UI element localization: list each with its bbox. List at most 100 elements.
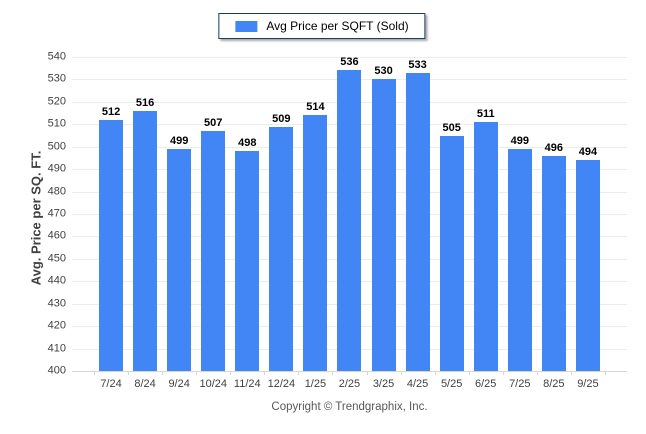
bar: [337, 70, 362, 371]
x-tick-label: 11/24: [233, 378, 261, 390]
bar-slot: 498: [230, 57, 264, 371]
y-tick-label: 500: [47, 140, 66, 153]
bar-slot: 514: [298, 57, 332, 371]
y-tick-label: 450: [47, 252, 66, 265]
plot-area: 512 516 499 507 498 509 514 536 530 533 505 511 499 4…: [72, 57, 627, 375]
x-axis-tick: [94, 371, 95, 375]
bar: [303, 115, 328, 371]
x-tick-label: 9/24: [168, 378, 190, 390]
x-axis-labels: 7/24 8/24 9/24 10/24 11/24 12/24 1/25 2/25 3/25 4…: [72, 378, 627, 390]
x-tick-label: 2/25: [338, 378, 361, 390]
x-axis-tick: [570, 371, 572, 375]
y-tick-label: 410: [47, 342, 66, 355]
bar: [269, 126, 294, 371]
x-axis-tick: [128, 371, 130, 375]
gridline: [72, 57, 627, 58]
bar-slot: 494: [571, 57, 605, 371]
bar-value-label: 536: [340, 56, 359, 68]
bar-value-label: 499: [510, 134, 529, 147]
bar: [371, 79, 396, 371]
x-tick-label: 12/24: [267, 378, 296, 390]
x-axis-tick: [366, 371, 368, 375]
bar-value-label: 530: [374, 65, 393, 78]
x-axis-tick: [230, 371, 232, 375]
y-tick-label: 420: [47, 319, 66, 332]
bar-slot: 516: [128, 57, 162, 371]
bar-slot: 499: [162, 57, 196, 371]
x-axis-tick: [536, 371, 538, 375]
bar-slot: 533: [401, 57, 435, 371]
bar-value-label: 511: [476, 108, 495, 121]
y-tick-label: 490: [47, 162, 66, 175]
x-axis-tick: [468, 371, 470, 375]
x-axis-tick: [502, 371, 504, 375]
y-tick-label: 460: [47, 229, 66, 242]
x-tick-label: 9/25: [577, 378, 599, 390]
gridline: [72, 371, 627, 372]
x-tick-label: 6/25: [475, 378, 497, 390]
bar: [575, 160, 600, 371]
x-tick-label: 1/25: [304, 378, 327, 390]
bar-value-label: 509: [272, 112, 291, 125]
x-tick-label: 8/24: [134, 378, 156, 390]
bar-value-label: 514: [306, 101, 325, 114]
bar-slot: 507: [196, 57, 230, 371]
bar-value-label: 507: [204, 117, 223, 130]
x-axis-tick: [332, 371, 334, 375]
x-tick-label: 10/24: [199, 378, 227, 390]
bar: [405, 72, 430, 371]
y-tick-label: 520: [47, 95, 66, 108]
x-tick-label: 5/25: [440, 378, 463, 390]
legend-label: Avg Price per SQFT (Sold): [266, 19, 409, 33]
y-tick-label: 440: [47, 274, 66, 287]
bar: [133, 110, 158, 371]
x-tick-label: 3/25: [372, 378, 395, 390]
bar-value-label: 499: [169, 134, 189, 147]
y-tick-label: 540: [47, 50, 66, 63]
y-tick-label: 480: [47, 185, 66, 198]
x-axis-tick: [264, 371, 266, 375]
bar-slot: 511: [469, 57, 503, 371]
bar: [541, 155, 566, 371]
legend-swatch-icon: [235, 20, 258, 32]
bar: [507, 148, 532, 371]
bar-slot: 496: [537, 57, 571, 371]
bar-value-label: 516: [135, 96, 155, 109]
bar-value-label: 505: [442, 121, 461, 134]
x-axis-tick: [400, 371, 402, 375]
bar-value-label: 494: [578, 146, 598, 159]
x-tick-label: 7/24: [100, 378, 122, 390]
bar: [473, 122, 498, 371]
x-tick-label: 8/25: [543, 378, 565, 390]
bar-slot: 536: [332, 57, 366, 371]
bar-value-label: 512: [101, 105, 121, 118]
x-axis-tick: [434, 371, 436, 375]
bar: [201, 131, 226, 371]
bar: [439, 135, 464, 371]
bar-value-label: 533: [408, 58, 427, 71]
y-tick-label: 510: [47, 117, 66, 130]
bar: [235, 151, 260, 371]
legend: Avg Price per SQFT (Sold): [218, 13, 426, 39]
x-tick-label: 4/25: [406, 378, 429, 390]
y-tick-label: 400: [47, 364, 66, 377]
x-tick-label: 7/25: [509, 378, 531, 390]
bar-slot: 499: [503, 57, 537, 371]
bar-slot: 505: [435, 57, 469, 371]
y-axis-labels: 400 410 420 430 440 450 460 470 480 490 500 510 520 5…: [34, 51, 66, 376]
bar-value-label: 496: [544, 141, 564, 154]
bar: [167, 148, 192, 371]
bar-slot: 512: [94, 57, 128, 371]
y-tick-label: 430: [47, 297, 66, 310]
y-tick-label: 530: [47, 72, 66, 85]
bar: [99, 119, 124, 371]
bar-value-label: 498: [238, 137, 257, 150]
x-axis-tick: [605, 371, 606, 375]
copyright-text: Copyright © Trendgraphix, Inc.: [271, 401, 428, 413]
bar-slot: 509: [264, 57, 298, 371]
x-axis-tick: [162, 371, 164, 375]
x-axis-tick: [298, 371, 300, 375]
bars: 512 516 499 507 498 509 514 536 530 533 505 511 499 4…: [72, 57, 627, 371]
y-tick-label: 470: [47, 207, 66, 220]
